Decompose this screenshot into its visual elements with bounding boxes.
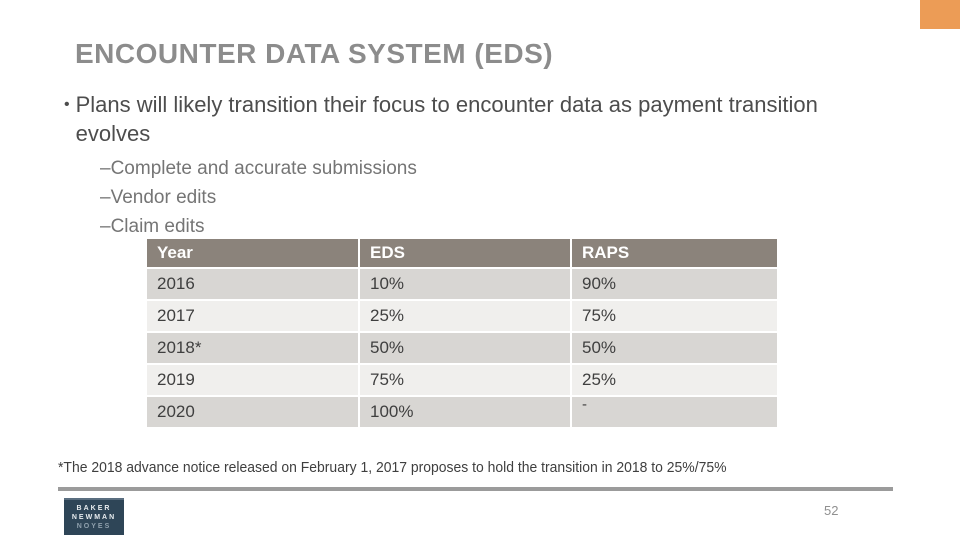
table-row: 2016 10% 90%	[145, 267, 779, 301]
cell-raps: 25%	[570, 363, 779, 397]
cell-year: 2016	[145, 267, 360, 301]
table-row: 2018* 50% 50%	[145, 331, 779, 365]
table-row: 2020 100% -	[145, 395, 779, 429]
cell-eds: 75%	[358, 363, 572, 397]
cell-raps: 50%	[570, 331, 779, 365]
cell-raps: 90%	[570, 267, 779, 301]
sub-bullet-item: –Vendor edits	[100, 183, 417, 212]
cell-eds: 25%	[358, 299, 572, 333]
sub-bullet-item: –Complete and accurate submissions	[100, 154, 417, 183]
column-header-eds: EDS	[358, 237, 572, 269]
cell-raps: -	[570, 395, 779, 429]
page-number: 52	[824, 503, 839, 518]
cell-eds: 50%	[358, 331, 572, 365]
table-row: 2017 25% 75%	[145, 299, 779, 333]
logo-line: NOYES	[76, 523, 112, 530]
column-header-year: Year	[145, 237, 360, 269]
cell-eds: 100%	[358, 395, 572, 429]
cell-year: 2020	[145, 395, 360, 429]
footer-divider	[58, 487, 893, 491]
sub-bullet-text: Vendor edits	[110, 187, 217, 208]
cell-eds: 10%	[358, 267, 572, 301]
footnote: *The 2018 advance notice released on Feb…	[58, 459, 727, 476]
cell-year: 2018*	[145, 331, 360, 365]
baker-newman-noyes-logo: BAKER NEWMAN NOYES	[64, 498, 124, 535]
dash-marker: –	[100, 158, 111, 179]
cell-year: 2019	[145, 363, 360, 397]
sub-bullet-list: –Complete and accurate submissions –Vend…	[100, 154, 417, 241]
sub-bullet-text: Claim edits	[110, 216, 205, 237]
column-header-raps: RAPS	[570, 237, 779, 269]
logo-line: NEWMAN	[71, 514, 117, 521]
cell-year: 2017	[145, 299, 360, 333]
slide-title: ENCOUNTER DATA SYSTEM (EDS)	[75, 38, 554, 69]
main-bullet: • Plans will likely transition their foc…	[64, 90, 894, 148]
main-bullet-text: Plans will likely transition their focus…	[75, 92, 818, 146]
corner-accent-bar	[920, 0, 960, 29]
dash-marker: –	[100, 187, 111, 208]
table-header-row: Year EDS RAPS	[145, 237, 779, 269]
transition-schedule-table: Year EDS RAPS 2016 10% 90% 2017 25% 75% …	[145, 237, 779, 429]
table-row: 2019 75% 25%	[145, 363, 779, 397]
bullet-marker: •	[64, 96, 70, 113]
logo-line: BAKER	[76, 505, 112, 512]
sub-bullet-text: Complete and accurate submissions	[110, 158, 417, 179]
sub-bullet-item: –Claim edits	[100, 212, 417, 241]
dash-marker: –	[100, 216, 111, 237]
cell-raps: 75%	[570, 299, 779, 333]
